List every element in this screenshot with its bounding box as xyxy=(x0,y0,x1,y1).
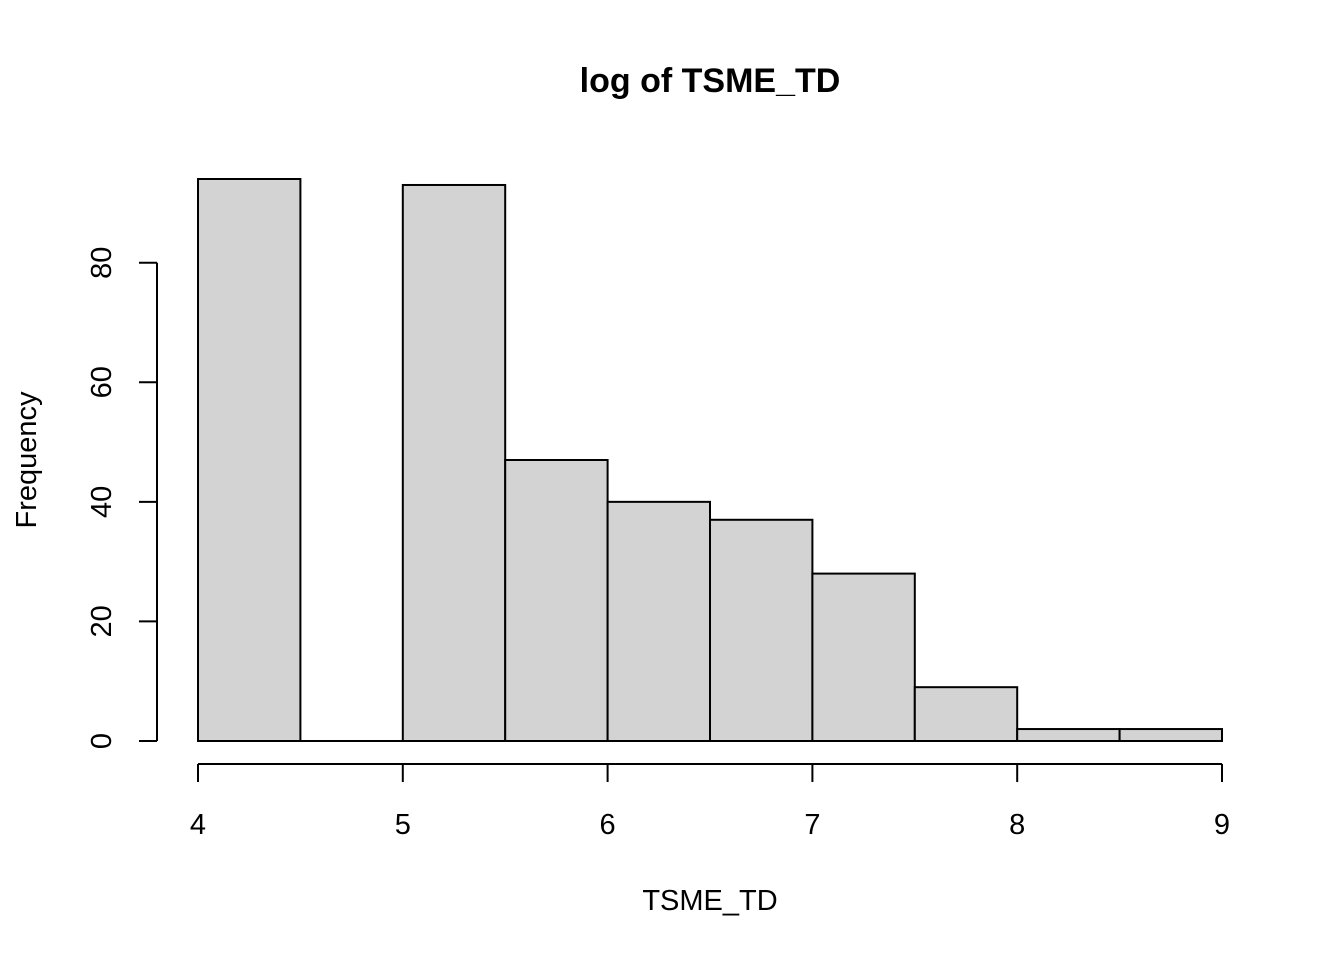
chart-title: log of TSME_TD xyxy=(580,62,841,100)
x-tick-label: 9 xyxy=(1214,809,1230,841)
histogram-bar xyxy=(197,178,302,742)
histogram-bar xyxy=(709,518,814,742)
x-tick-label: 8 xyxy=(1009,809,1025,841)
y-tick-label: 0 xyxy=(86,733,118,749)
histogram-bar xyxy=(1118,728,1223,742)
x-tick-label: 4 xyxy=(190,809,206,841)
y-tick-label: 20 xyxy=(86,605,118,637)
x-tick-label: 7 xyxy=(804,809,820,841)
histogram-bar xyxy=(1016,728,1121,742)
x-axis: 4 5 6 7 8 9 xyxy=(190,763,1230,841)
histogram-bar xyxy=(606,500,711,743)
y-tick-label: 80 xyxy=(86,247,118,279)
histogram-bar xyxy=(504,459,609,742)
histogram-bar xyxy=(811,572,916,743)
y-tick-label: 60 xyxy=(86,366,118,398)
x-axis-label: TSME_TD xyxy=(642,885,777,917)
y-axis-label: Frequency xyxy=(11,391,43,529)
y-tick-label: 40 xyxy=(86,486,118,518)
histogram-bar xyxy=(401,183,507,743)
y-axis: 0 20 40 60 80 xyxy=(86,247,158,749)
bars-group xyxy=(197,178,1223,743)
x-tick-label: 5 xyxy=(395,809,411,841)
histogram-bar xyxy=(913,686,1019,742)
x-tick-label: 6 xyxy=(600,809,616,841)
